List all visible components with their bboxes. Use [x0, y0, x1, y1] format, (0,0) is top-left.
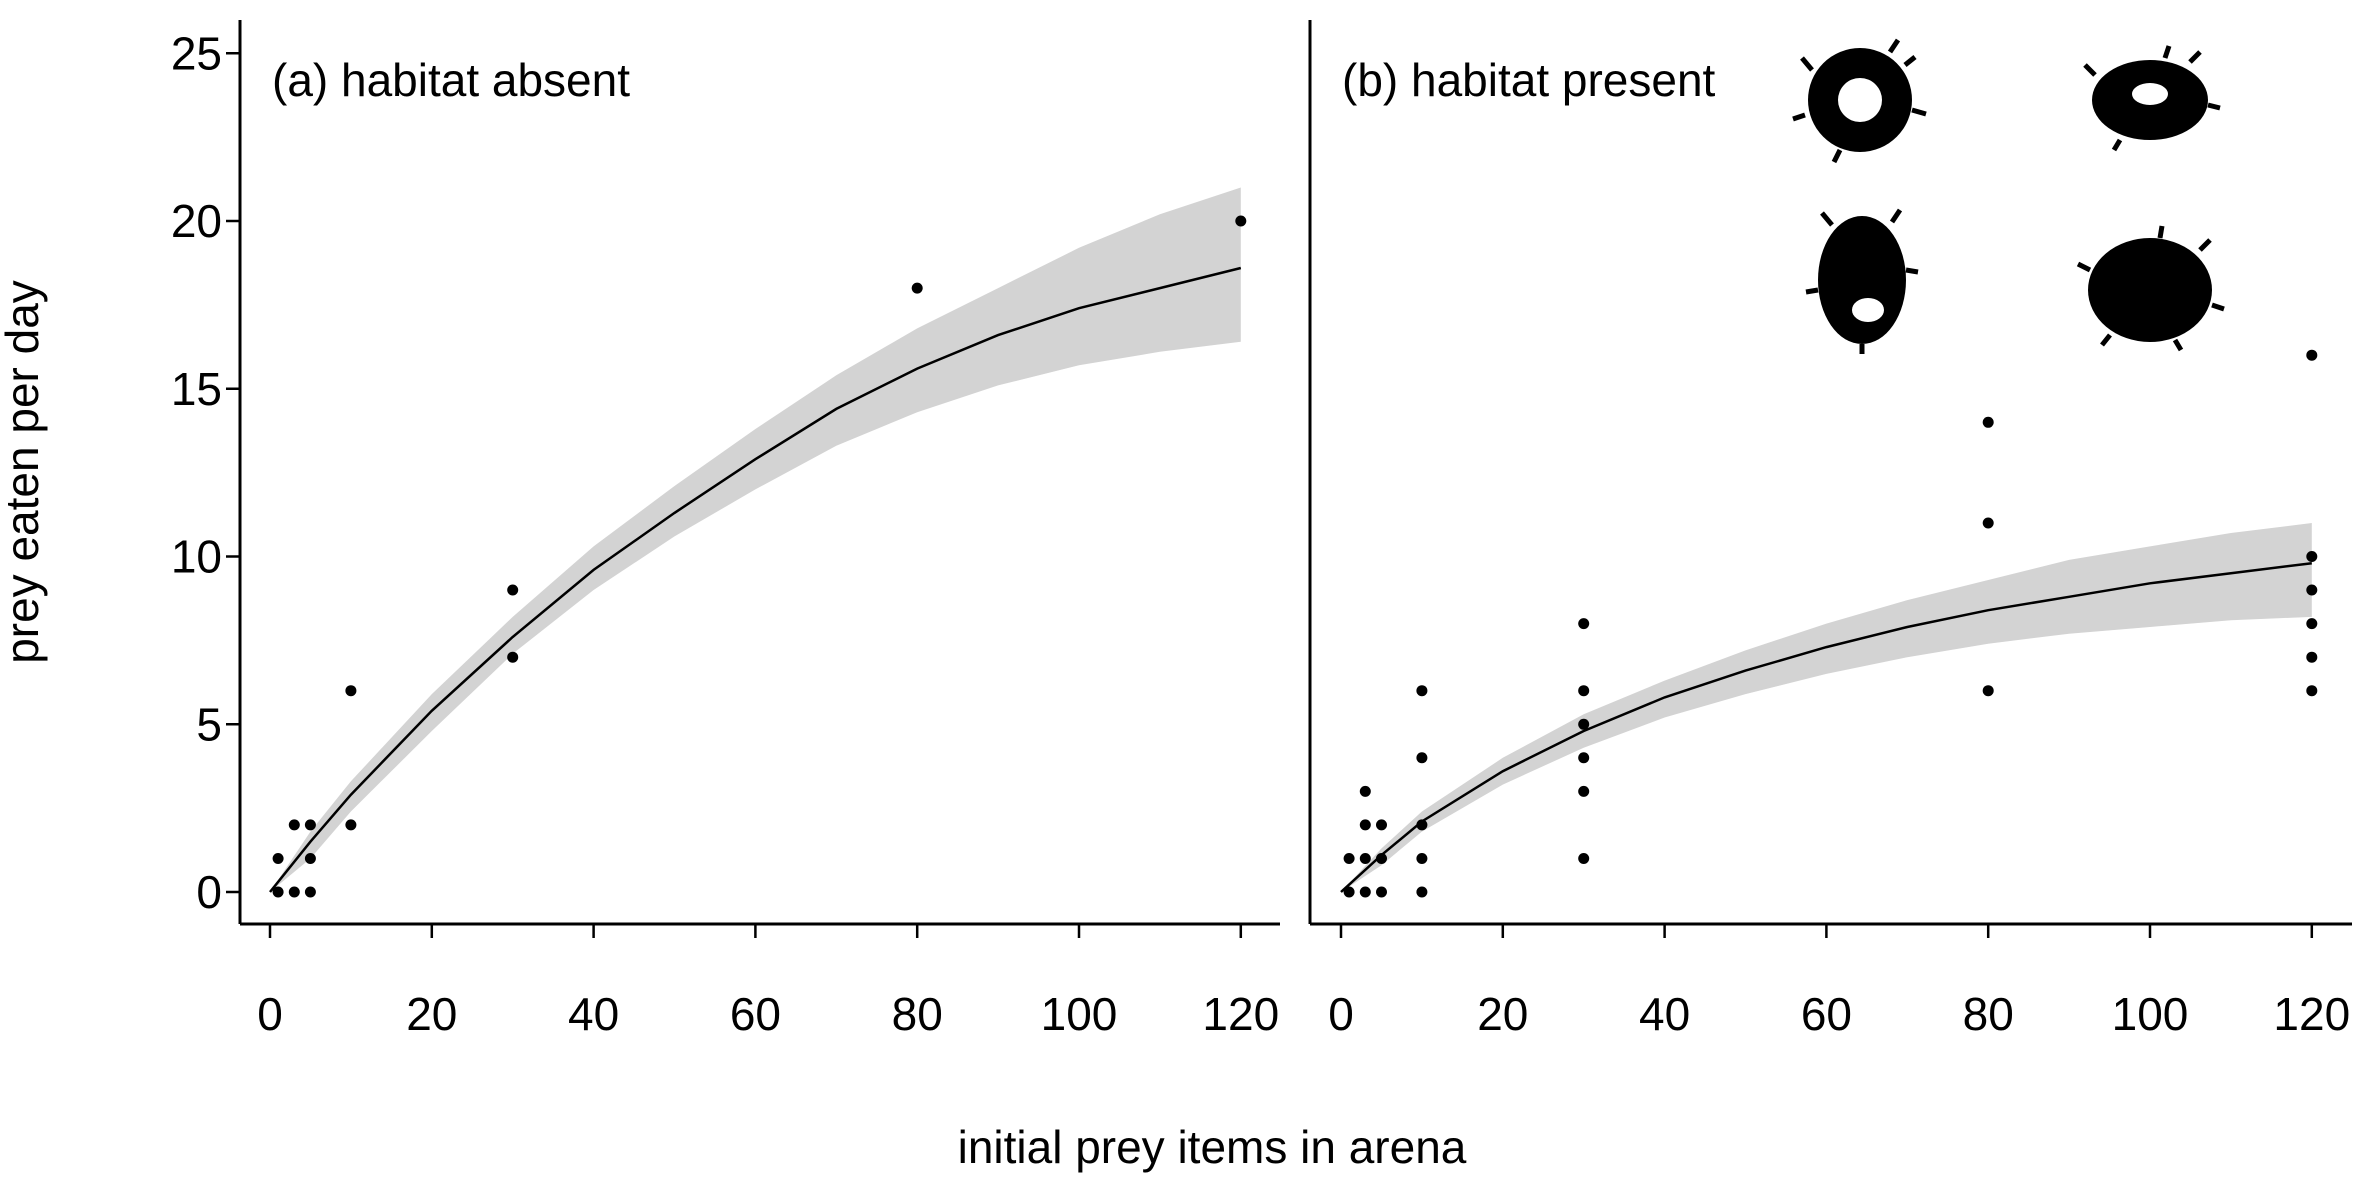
data-point: [304, 853, 316, 864]
data-point: [1578, 752, 1590, 764]
y-tick-label: 0: [196, 866, 222, 918]
data-point: [1982, 517, 1994, 529]
x-tick-label: 80: [892, 988, 943, 1040]
data-point: [1578, 718, 1590, 730]
y-tick-label: 10: [171, 531, 222, 583]
y-tick-label: 20: [171, 195, 222, 247]
data-point: [1376, 886, 1387, 898]
x-tick-label: 20: [406, 988, 457, 1040]
panel-b: (b) habitat present 0 20 40 60: [1308, 20, 2352, 1040]
data-point: [1416, 819, 1428, 831]
data-point: [304, 886, 316, 898]
data-point: [2306, 618, 2318, 630]
data-point: [2306, 685, 2318, 697]
data-point: [1235, 215, 1247, 227]
fit-line: [269, 266, 1242, 893]
data-point: [1578, 618, 1590, 630]
panel-a-title: (a) habitat absent: [272, 54, 630, 106]
x-tick-label: 80: [1963, 988, 2014, 1040]
data-point: [1982, 685, 1994, 697]
habitat-images: [1792, 38, 2225, 354]
x-tick-label: 60: [730, 988, 781, 1040]
x-tick-label: 120: [2273, 988, 2350, 1040]
data-point: [1416, 886, 1428, 898]
habitat-image-ring: [1792, 38, 1927, 164]
data-point: [1578, 853, 1590, 864]
y-tick-label: 5: [196, 698, 222, 750]
data-point: [507, 584, 519, 596]
data-point: [1578, 785, 1590, 797]
fit-line: [1340, 561, 2312, 893]
data-point: [1416, 752, 1428, 764]
confidence-band: [1341, 523, 2312, 892]
data-point: [1376, 819, 1387, 831]
x-tick-label: 120: [1202, 988, 1279, 1040]
data-point: [272, 886, 284, 898]
data-point: [2306, 551, 2318, 562]
x-tick-label: 40: [568, 988, 619, 1040]
x-tick-label: 100: [2112, 988, 2189, 1040]
data-point: [1578, 685, 1590, 697]
data-point: [288, 886, 300, 898]
data-point: [345, 685, 357, 697]
x-axis-title: initial prey items in arena: [958, 1121, 1467, 1173]
data-point: [1359, 853, 1371, 864]
data-point: [288, 819, 300, 831]
habitat-image-upright: [1805, 208, 1919, 354]
y-tick-label: 15: [171, 363, 222, 415]
data-point: [911, 282, 923, 294]
data-point: [1416, 685, 1428, 697]
data-point: [304, 819, 316, 831]
x-tick-label: 100: [1041, 988, 1118, 1040]
data-point: [507, 651, 519, 663]
data-point: [1982, 416, 1994, 428]
data-point: [1359, 785, 1371, 797]
data-point: [2306, 651, 2318, 663]
data-point: [1343, 886, 1355, 898]
data-point: [1376, 853, 1387, 864]
data-point: [2306, 349, 2318, 361]
x-tick-label: 60: [1801, 988, 1852, 1040]
data-point: [2306, 584, 2318, 596]
panel-a: (a) habitat absent 0 20 40 60 80 100 120 0 5 10 15…: [171, 20, 1280, 1040]
panel-b-title: (b) habitat present: [1342, 54, 1716, 106]
data-point: [1343, 853, 1355, 864]
x-tick-label: 0: [257, 988, 283, 1040]
confidence-band: [270, 187, 1241, 892]
data-point: [1416, 853, 1428, 864]
data-point: [1359, 886, 1371, 898]
habitat-image-dense: [2076, 225, 2225, 352]
habitat-image-flat-ring: [2083, 45, 2221, 152]
data-point: [1359, 819, 1371, 831]
data-point: [345, 819, 357, 831]
y-axis-title: prey eaten per day: [0, 280, 48, 664]
x-tick-label: 20: [1477, 988, 1528, 1040]
x-tick-label: 40: [1639, 988, 1690, 1040]
y-tick-label: 25: [171, 27, 222, 79]
data-point: [272, 853, 284, 864]
x-tick-label: 0: [1328, 988, 1354, 1040]
